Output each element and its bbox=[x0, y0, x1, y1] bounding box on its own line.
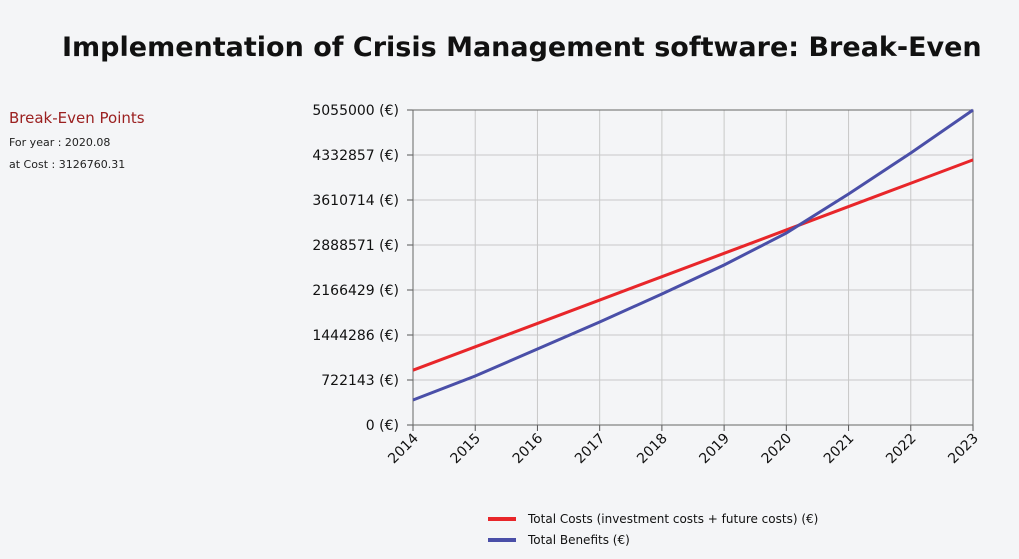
y-tick-label: 5055000 (€) bbox=[312, 103, 399, 119]
chart-title: Implementation of Crisis Management soft… bbox=[62, 32, 982, 63]
y-tick-label: 3610714 (€) bbox=[312, 193, 399, 209]
x-tick-label: 2015 bbox=[448, 431, 485, 468]
sidebar: Break-Even Points For year : 2020.08 at … bbox=[9, 108, 145, 176]
x-tick-label: 2022 bbox=[883, 431, 920, 468]
x-tick-label: 2021 bbox=[821, 431, 858, 468]
x-tick-label: 2019 bbox=[696, 431, 733, 468]
sidebar-heading: Break-Even Points bbox=[9, 109, 145, 127]
x-tick-label: 2023 bbox=[945, 431, 982, 468]
x-tick-label: 2014 bbox=[385, 430, 422, 467]
y-tick-label: 4332857 (€) bbox=[312, 148, 399, 164]
x-tick-label: 2016 bbox=[510, 430, 547, 467]
series-line bbox=[412, 108, 974, 402]
y-tick-label: 2888571 (€) bbox=[312, 238, 399, 254]
series-line bbox=[412, 158, 974, 372]
y-tick-label: 2166429 (€) bbox=[312, 283, 399, 299]
y-tick-label: 722143 (€) bbox=[321, 373, 399, 389]
x-tick-label: 2020 bbox=[759, 431, 796, 468]
legend-label: Total Costs (investment costs + future c… bbox=[527, 512, 818, 526]
plot-frame bbox=[412, 109, 974, 426]
plot-area bbox=[413, 110, 973, 425]
y-tick-label: 0 (€) bbox=[366, 418, 399, 434]
y-tick-label: 1444286 (€) bbox=[312, 328, 399, 344]
x-tick-label: 2017 bbox=[572, 431, 609, 468]
legend-label: Total Benefits (€) bbox=[527, 533, 630, 547]
x-tick-label: 2018 bbox=[634, 431, 671, 468]
sidebar-cost: at Cost : 3126760.31 bbox=[9, 158, 126, 171]
sidebar-year: For year : 2020.08 bbox=[9, 136, 111, 149]
